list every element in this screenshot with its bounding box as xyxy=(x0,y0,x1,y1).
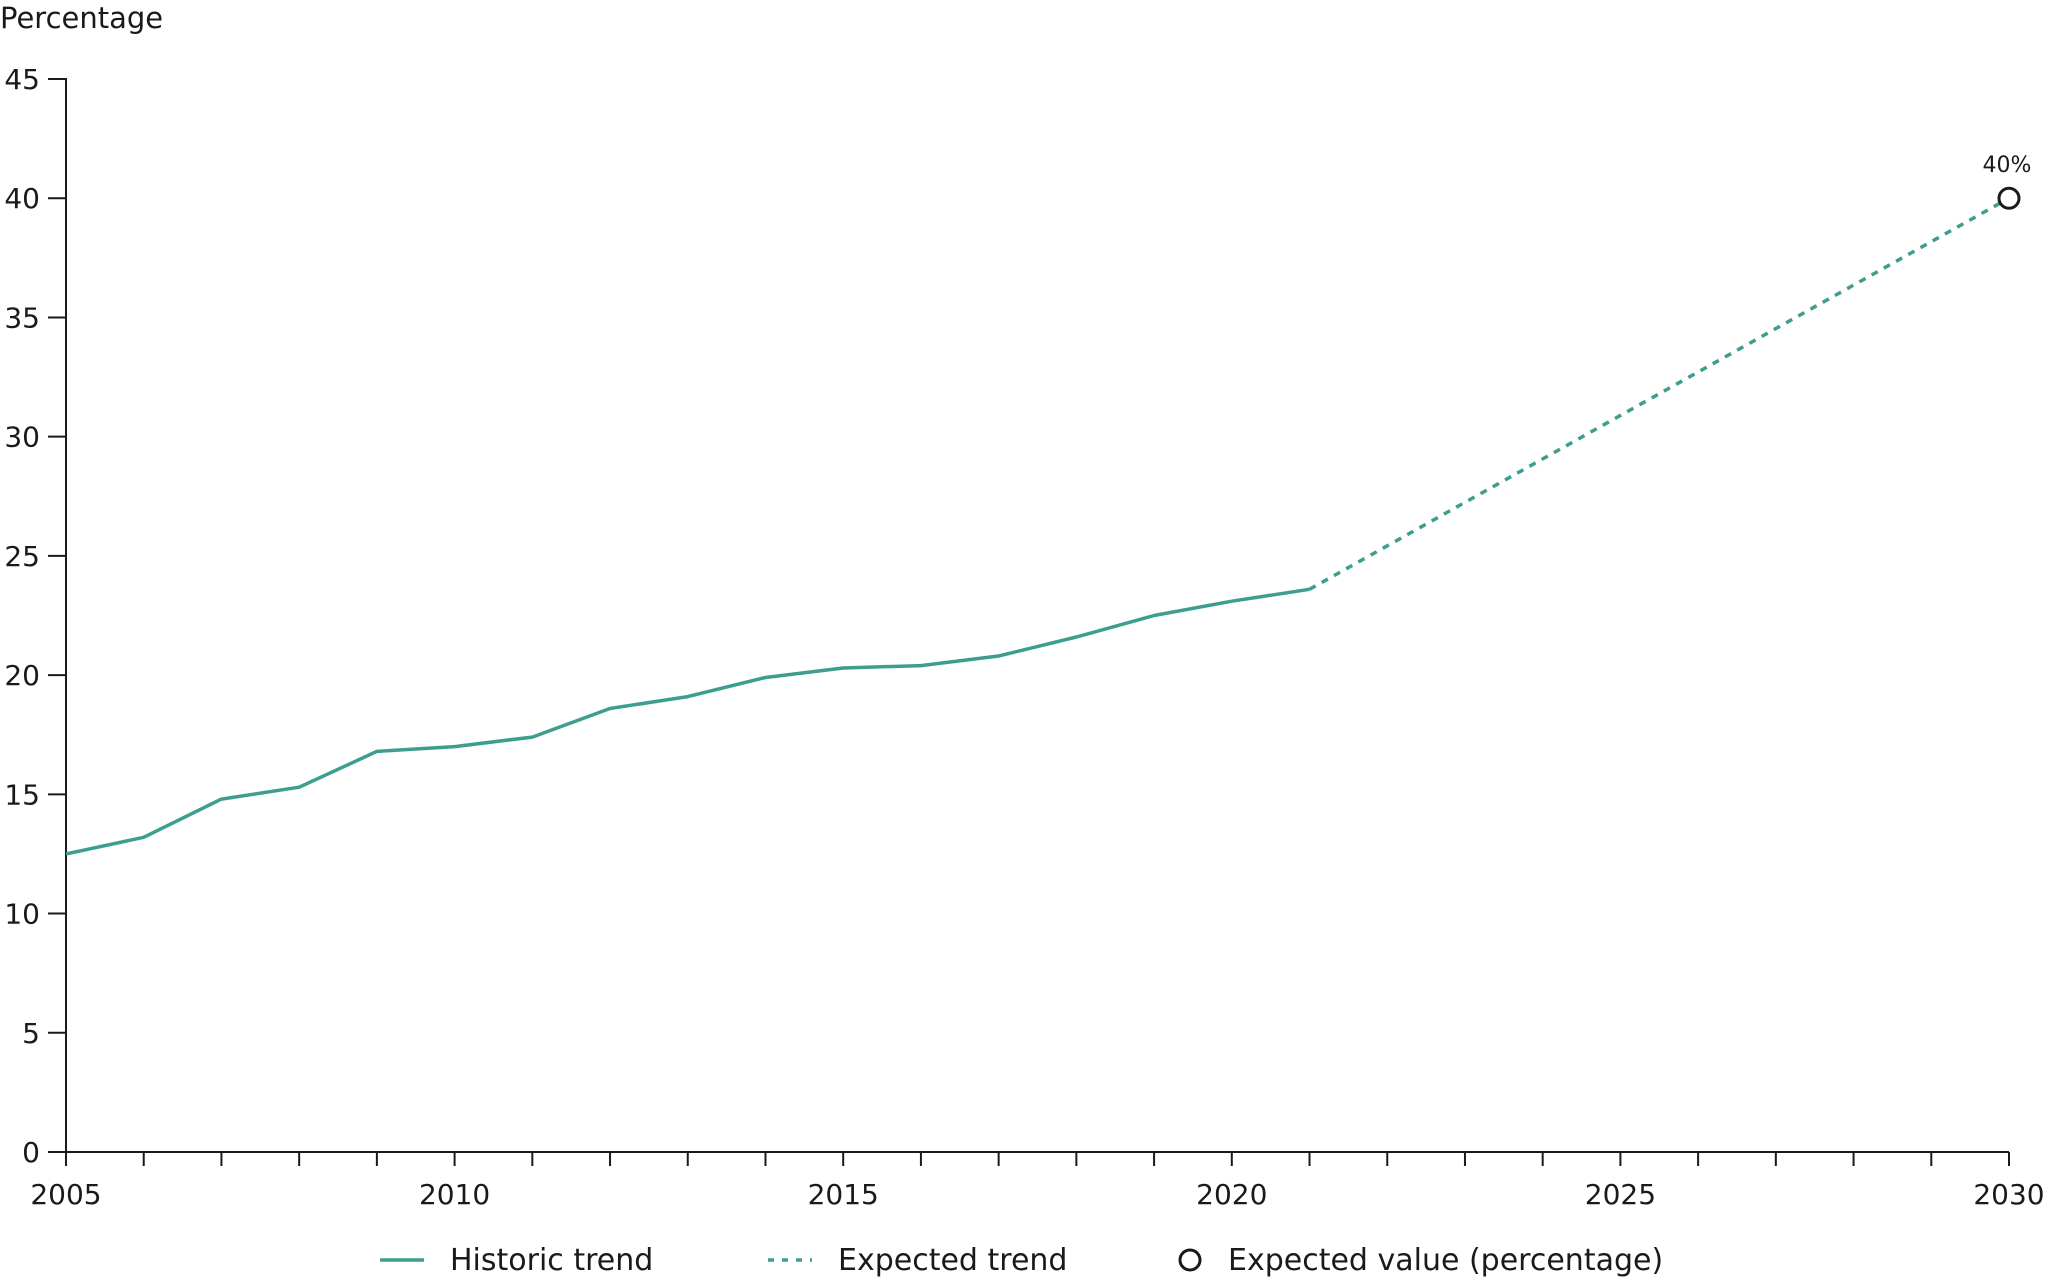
y-tick-label: 45 xyxy=(4,63,40,96)
x-tick-label: 2030 xyxy=(1973,1178,2044,1211)
y-tick-label: 10 xyxy=(4,898,40,931)
legend-swatch-marker xyxy=(1178,1248,1202,1272)
legend-label: Expected trend xyxy=(838,1243,1067,1278)
legend-item-expected-value: Expected value (percentage) xyxy=(1178,1243,1663,1278)
x-tick-label: 2015 xyxy=(808,1178,879,1211)
y-tick-label: 0 xyxy=(22,1136,40,1169)
y-tick-label: 25 xyxy=(4,540,40,573)
expected-value-label: 40% xyxy=(1983,153,2032,178)
x-tick-label: 2005 xyxy=(30,1178,101,1211)
y-tick-label: 20 xyxy=(4,659,40,692)
y-tick-label: 5 xyxy=(22,1017,40,1050)
legend-label: Historic trend xyxy=(450,1243,653,1278)
y-axis-title: Percentage xyxy=(0,1,163,35)
y-tick-label: 30 xyxy=(4,421,40,454)
expected-value-marker xyxy=(1997,186,2021,210)
series-layer: 40% xyxy=(65,153,2032,856)
legend-item-historic: Historic trend xyxy=(380,1243,653,1278)
x-tick-label: 2025 xyxy=(1585,1178,1656,1211)
legend: Historic trend Expected trend Expected val… xyxy=(380,1243,1663,1278)
legend-item-expected-trend: Expected trend xyxy=(768,1243,1067,1278)
x-tick-label: 2010 xyxy=(419,1178,490,1211)
historic-trend-line xyxy=(65,587,1310,856)
legend-label: Expected value (percentage) xyxy=(1228,1243,1663,1278)
y-tick-label: 40 xyxy=(4,182,40,215)
x-tick-label: 2020 xyxy=(1196,1178,1267,1211)
expected-trend-line xyxy=(1308,196,2010,591)
axes xyxy=(65,78,2009,1153)
y-tick-label: 15 xyxy=(4,778,40,811)
y-tick-label: 35 xyxy=(4,301,40,334)
